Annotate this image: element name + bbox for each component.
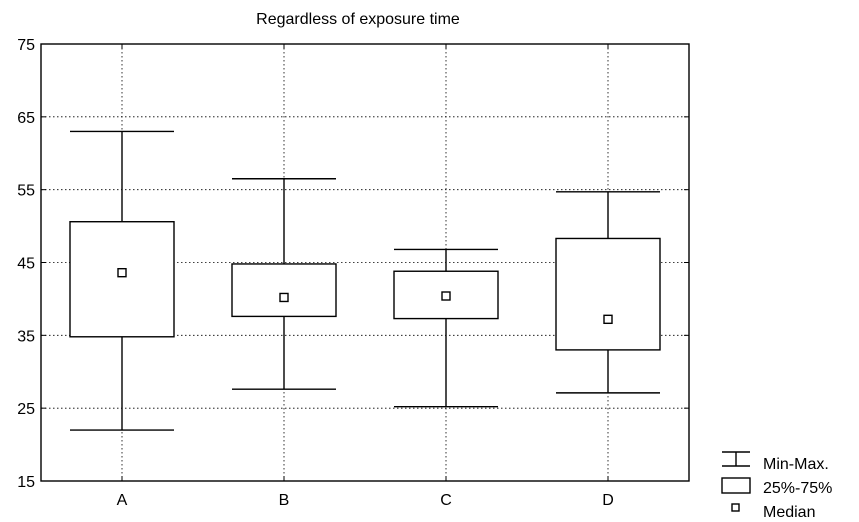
x-tick-label: B [279,492,290,509]
box-group-d [555,191,661,394]
y-tick-label: 55 [17,183,35,200]
x-tick-label: A [117,492,128,509]
chart-title: Regardless of exposure time [256,11,460,28]
x-tick-label: D [602,492,614,509]
legend: Min-Max. 25%-75% Median [721,451,832,521]
legend-box-label: 25%-75% [763,480,832,497]
median-marker [279,292,289,303]
legend-box-icon [721,477,751,494]
axes: 15 25 35 45 55 65 75 A B C D [17,37,690,509]
boxes [69,130,661,431]
y-tick-label: 75 [17,37,35,54]
median-marker [603,314,613,325]
y-tick-label: 25 [17,401,35,418]
legend-median-icon [731,503,740,512]
y-tick-label: 35 [17,328,35,345]
box-iqr [69,221,175,338]
legend-minmax-icon [722,451,750,467]
y-tick-label: 65 [17,110,35,127]
median-marker [441,291,451,301]
legend-median-label: Median [763,504,815,521]
median-marker [117,267,127,278]
box-iqr [555,237,661,351]
plot-frame [40,43,690,482]
box-group-b [231,178,337,390]
box-group-a [69,130,175,431]
box-iqr [231,263,337,318]
x-tick-label: C [440,492,452,509]
y-tick-label: 45 [17,256,35,273]
y-tick-label: 15 [17,474,35,491]
box-group-c [393,248,499,408]
legend-minmax-label: Min-Max. [763,456,829,473]
